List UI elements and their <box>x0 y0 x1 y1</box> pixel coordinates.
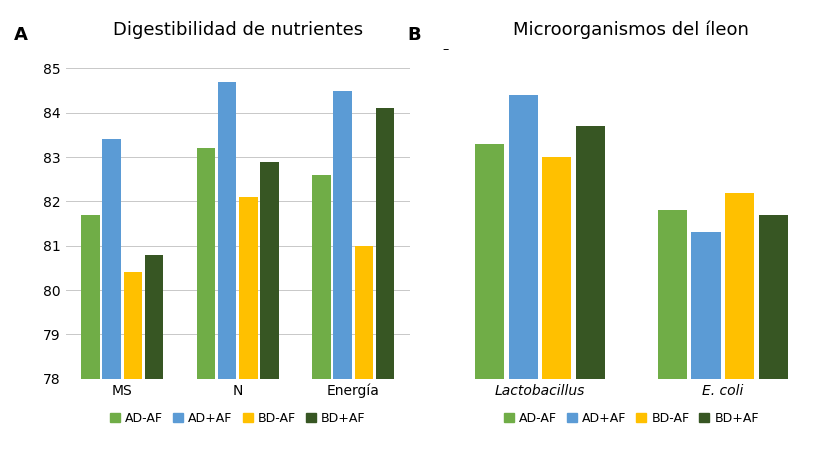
Bar <box>375 108 394 379</box>
Bar <box>102 140 121 379</box>
Bar <box>474 144 504 379</box>
Bar <box>575 126 604 379</box>
Bar <box>690 232 720 379</box>
Bar <box>145 255 163 379</box>
Bar <box>218 82 236 379</box>
Bar <box>508 95 537 379</box>
Bar <box>124 273 142 379</box>
Text: –: – <box>441 43 448 56</box>
Bar <box>333 91 351 379</box>
Bar <box>354 246 373 379</box>
Text: B: B <box>407 26 421 44</box>
Title: Microorganismos del íleon: Microorganismos del íleon <box>513 21 749 39</box>
Bar <box>260 162 278 379</box>
Title: Digestibilidad de nutrientes: Digestibilidad de nutrientes <box>112 21 363 39</box>
Bar <box>312 175 330 379</box>
Bar <box>657 210 686 379</box>
Bar <box>541 157 571 379</box>
Legend: AD-AF, AD+AF, BD-AF, BD+AF: AD-AF, AD+AF, BD-AF, BD+AF <box>504 412 758 425</box>
Bar <box>724 193 753 379</box>
Text: A: A <box>14 26 28 44</box>
Bar <box>81 215 100 379</box>
Bar <box>197 148 215 379</box>
Bar <box>239 197 257 379</box>
Bar <box>758 215 787 379</box>
Legend: AD-AF, AD+AF, BD-AF, BD+AF: AD-AF, AD+AF, BD-AF, BD+AF <box>111 412 364 425</box>
